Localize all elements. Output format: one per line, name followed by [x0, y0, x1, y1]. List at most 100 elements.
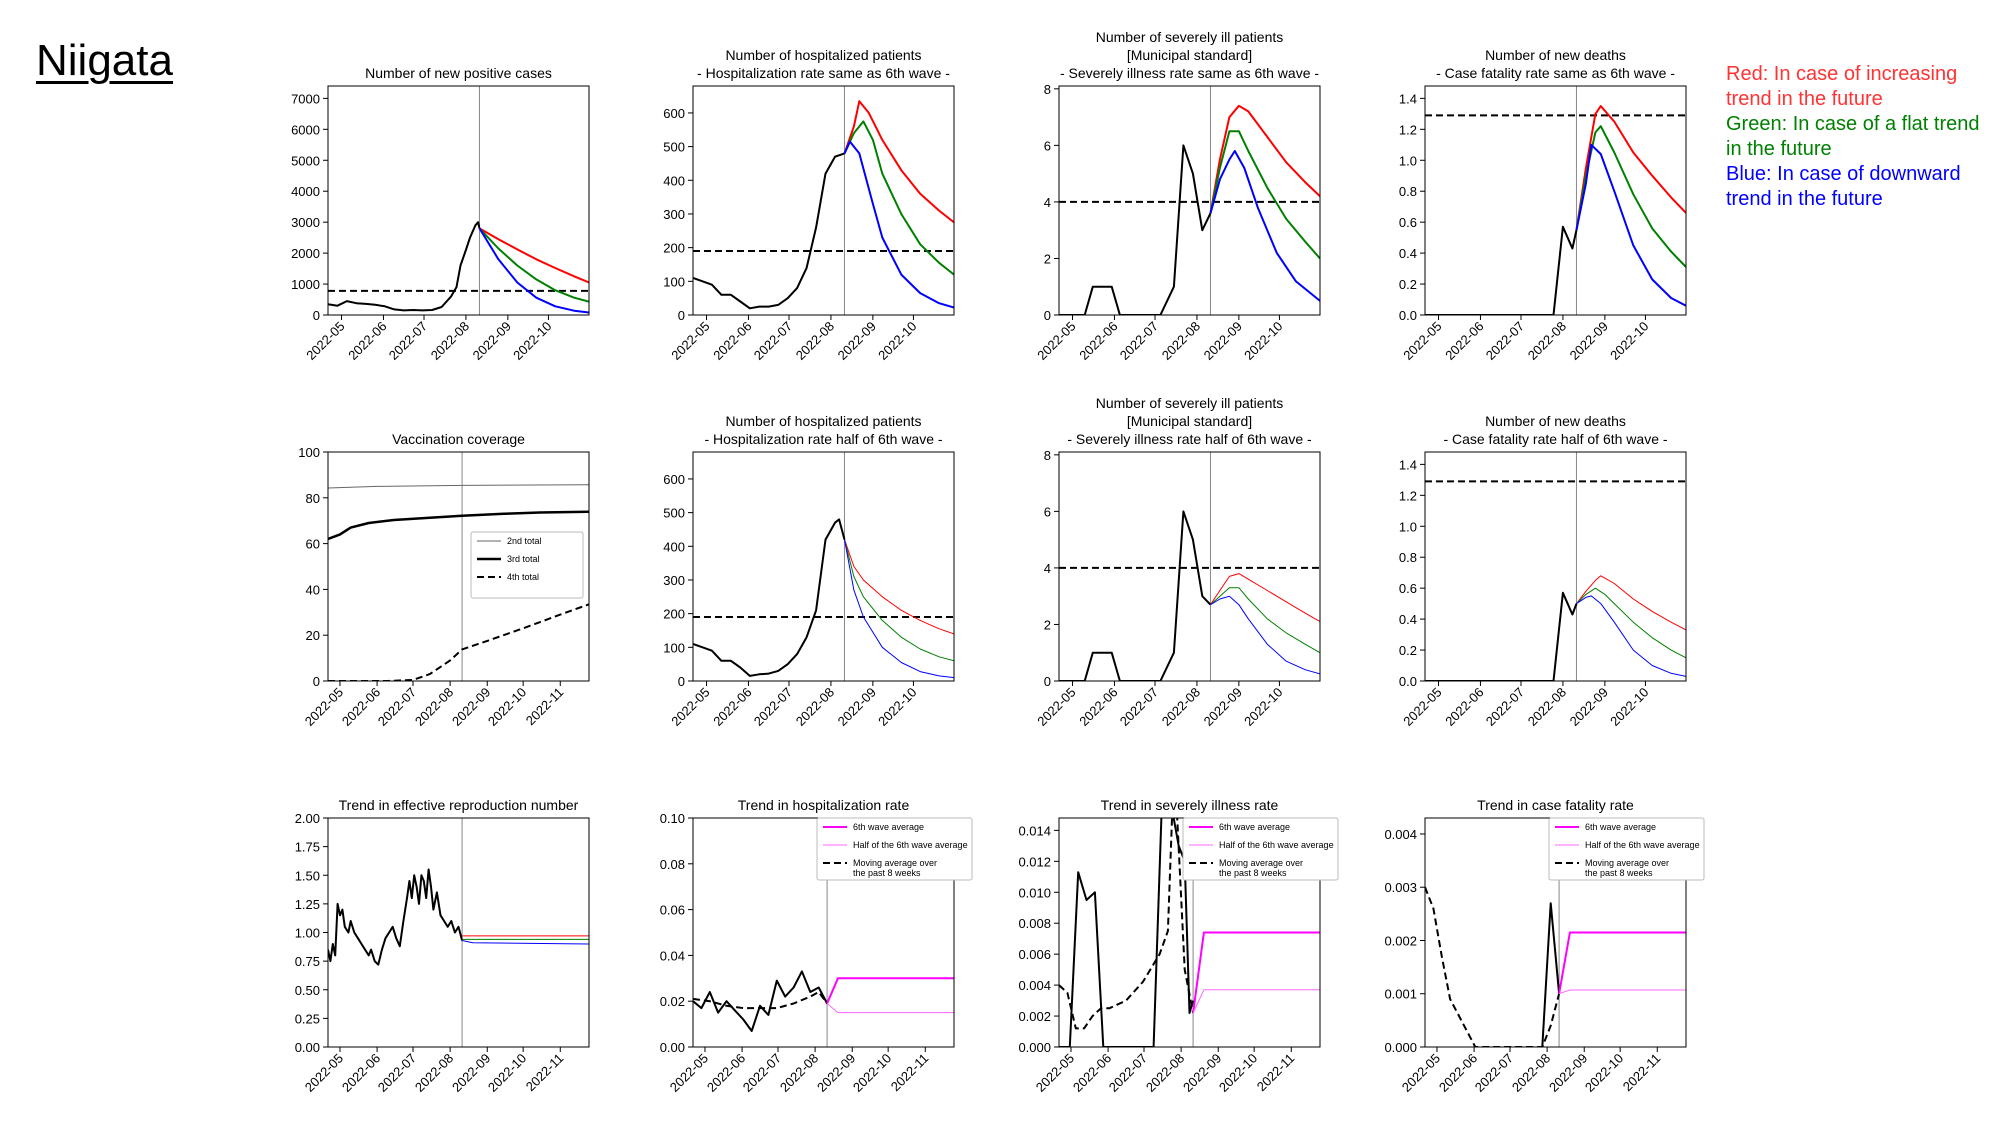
- chart-title: - Severely illness rate same as 6th wave…: [1060, 65, 1319, 81]
- x-tick-label: 2022-05: [1400, 685, 1444, 729]
- x-tick-label: 2022-10: [1607, 319, 1651, 363]
- axes-frame: [1424, 451, 1687, 682]
- x-tick-label: 2022-11: [523, 1051, 567, 1095]
- y-tick-label: 0.75: [295, 954, 320, 969]
- chart-title: [Municipal standard]: [1127, 413, 1252, 429]
- chart-title: - Case fatality rate half of 6th wave -: [1443, 431, 1667, 447]
- y-tick-label: 1.2: [1399, 122, 1417, 137]
- x-tick-label: 2022-09: [1201, 685, 1245, 729]
- series-line: [328, 868, 464, 966]
- y-tick-label: 2000: [291, 246, 320, 261]
- y-tick-label: 1.75: [295, 840, 320, 855]
- y-tick-label: 0.00: [295, 1040, 320, 1055]
- legend-label: 6th wave average: [1585, 822, 1656, 832]
- x-tick-label: 2022-09: [1567, 319, 1611, 363]
- x-tick-label: 2022-09: [449, 685, 493, 729]
- y-tick-label: 0.010: [1018, 885, 1051, 900]
- y-tick-label: 0.000: [1384, 1040, 1417, 1055]
- y-tick-label: 100: [663, 640, 685, 655]
- x-tick-label: 2022-09: [1546, 1051, 1590, 1095]
- y-tick-label: 60: [306, 537, 320, 552]
- legend-label: Half of the 6th wave average: [1585, 840, 1700, 850]
- y-tick-label: 0: [1044, 674, 1051, 689]
- y-tick-label: 0.004: [1018, 978, 1051, 993]
- legend-label: 6th wave average: [1219, 822, 1290, 832]
- x-tick-label: 2022-10: [1241, 685, 1285, 729]
- series-line: [479, 227, 589, 284]
- x-tick-label: 2022-11: [888, 1051, 932, 1095]
- y-tick-label: 2: [1044, 617, 1051, 632]
- axes-frame: [692, 451, 955, 682]
- series-line: [693, 991, 828, 1010]
- y-tick-label: 0.8: [1399, 550, 1417, 565]
- chart-title: - Case fatality rate same as 6th wave -: [1436, 65, 1675, 81]
- y-tick-label: 200: [663, 241, 685, 256]
- chart-title: - Severely illness rate half of 6th wave…: [1067, 431, 1312, 447]
- axes-frame: [1058, 451, 1321, 682]
- y-tick-label: 1.0: [1399, 153, 1417, 168]
- x-tick-label: 2022-06: [345, 319, 389, 363]
- legend-box: [470, 531, 584, 599]
- x-tick-label: 2022-09: [449, 1051, 493, 1095]
- chart-title: - Hospitalization rate same as 6th wave …: [697, 65, 950, 81]
- x-tick-label: 2022-08: [777, 1051, 821, 1095]
- series-line: [1575, 105, 1686, 231]
- x-tick-label: 2022-07: [1483, 319, 1527, 363]
- y-tick-label: 1.4: [1399, 457, 1417, 472]
- plot-area: [328, 818, 589, 1047]
- x-tick-label: 2022-06: [1076, 685, 1120, 729]
- y-tick-label: 1.00: [295, 926, 320, 941]
- y-tick-label: 400: [663, 173, 685, 188]
- x-tick-label: 2022-08: [1509, 1051, 1553, 1095]
- x-tick-label: 2022-10: [1241, 319, 1285, 363]
- chart-title: Vaccination coverage: [392, 431, 525, 447]
- chart-title: Number of new positive cases: [365, 65, 552, 81]
- x-tick-label: 2022-05: [1033, 1051, 1077, 1095]
- series-line: [1575, 143, 1686, 307]
- y-tick-label: 80: [306, 491, 320, 506]
- series-line: [693, 970, 828, 1032]
- x-tick-label: 2022-06: [710, 319, 754, 363]
- series-line: [478, 227, 589, 314]
- series-line: [826, 977, 954, 1004]
- chart-legend: 2nd total 3rd total 4th total: [470, 531, 584, 599]
- y-tick-label: 500: [663, 140, 685, 155]
- x-tick-label: 2022-08: [1525, 319, 1569, 363]
- y-tick-label: 40: [306, 582, 320, 597]
- y-tick-label: 0.2: [1399, 643, 1417, 658]
- x-tick-label: 2022-10: [875, 319, 919, 363]
- legend-label: Moving average over: [853, 858, 937, 868]
- series-line: [1209, 104, 1320, 214]
- y-tick-label: 3000: [291, 215, 320, 230]
- plot-area: [1425, 452, 1686, 681]
- chart-panel-2: Number of hospitalized patients - Hospita…: [663, 47, 955, 363]
- x-tick-label: 2022-06: [339, 1051, 383, 1095]
- x-tick-label: 2022-10: [485, 685, 529, 729]
- chart-title: [Municipal standard]: [1127, 47, 1252, 63]
- x-tick-label: 2022-06: [710, 685, 754, 729]
- x-tick-label: 2022-06: [339, 685, 383, 729]
- plot-area: [693, 452, 954, 681]
- series-line: [844, 539, 954, 662]
- y-tick-label: 0: [1044, 308, 1051, 323]
- x-tick-label: 2022-05: [303, 319, 347, 363]
- chart-title: Trend in hospitalization rate: [738, 797, 910, 813]
- x-tick-label: 2022-10: [510, 319, 554, 363]
- y-tick-label: 400: [663, 539, 685, 554]
- y-tick-label: 0.003: [1384, 880, 1417, 895]
- series-line: [1059, 818, 1195, 1030]
- y-tick-label: 0.8: [1399, 184, 1417, 199]
- series-line: [1576, 575, 1686, 631]
- x-tick-label: 2022-07: [386, 319, 430, 363]
- chart-title: Number of severely ill patients: [1096, 395, 1284, 411]
- x-tick-label: 2022-07: [1483, 685, 1527, 729]
- x-tick-label: 2022-07: [751, 319, 795, 363]
- chart-panel-1: Number of new positive cases 0 1000 2000 300…: [291, 65, 590, 363]
- legend-box: [1548, 817, 1705, 881]
- legend-label: Moving average over: [1219, 858, 1303, 868]
- plot-area: [1059, 452, 1320, 681]
- chart-legend: 6th wave average Half of the 6th wave ave…: [1548, 817, 1705, 881]
- x-tick-label: 2022-08: [412, 1051, 456, 1095]
- chart-legend: 6th wave average Half of the 6th wave ave…: [816, 817, 973, 881]
- y-tick-label: 0.4: [1399, 612, 1417, 627]
